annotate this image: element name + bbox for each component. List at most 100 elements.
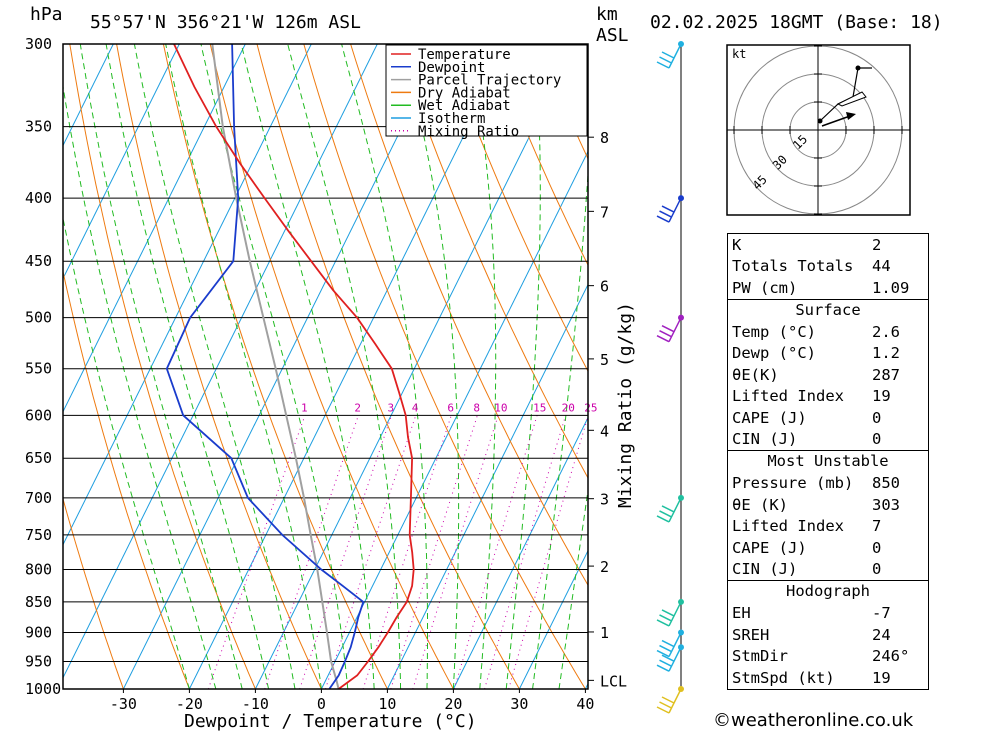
index-row: PW (cm) 1.09 <box>728 277 928 299</box>
mixing-ratio-label: 15 <box>533 401 546 414</box>
surface-row: Temp (°C) 2.6 <box>728 321 928 343</box>
hodograph-motion-arrowhead <box>846 112 856 120</box>
wind-profile <box>656 41 684 714</box>
wind-barb <box>656 43 682 69</box>
pressure-tick-label: 850 <box>25 593 52 611</box>
wind-level-dot <box>678 314 684 321</box>
dry-adiabat-line <box>116 44 322 689</box>
wet-adiabat-line <box>532 166 588 689</box>
height-tick-label: 6 <box>600 278 609 296</box>
surface-value: 2.6 <box>872 322 900 341</box>
most-unstable-key: CAPE (J) <box>732 538 807 557</box>
location-title: 55°57'N 356°21'W 126m ASL <box>90 12 361 33</box>
hodograph-index-value: 19 <box>872 668 891 687</box>
mixing-ratio-label: 8 <box>473 401 480 414</box>
wind-barb-flag <box>659 330 672 338</box>
wind-barb-staff <box>668 43 682 69</box>
legend-box <box>385 44 588 137</box>
pressure-tick-label: 750 <box>25 526 52 544</box>
isobars <box>63 43 588 690</box>
dry-adiabat-line <box>396 44 588 479</box>
wind-level-dot <box>678 629 684 636</box>
wind-barb-flag <box>659 659 672 667</box>
datetime-label: 02.02.2025 18GMT (Base: 18) <box>650 12 943 33</box>
height-tick-label: LCL <box>600 672 627 690</box>
wind-barb-flag <box>656 215 670 223</box>
isotherm-line <box>254 44 576 689</box>
hodograph-index-row: EH -7 <box>728 603 928 625</box>
height-ticks: 8 7 6 5 4 3 2 1 LCL <box>588 129 627 690</box>
dry-adiabat-line <box>490 44 588 267</box>
height-tick-label: 2 <box>600 558 609 576</box>
most-unstable-value: 7 <box>872 517 882 536</box>
most-unstable-key: Lifted Index <box>732 517 844 536</box>
pressure-tick-label: 900 <box>25 624 52 642</box>
surface-key: θE(K) <box>732 365 779 384</box>
wet-adiabat-line <box>468 44 497 689</box>
wind-barb-flag <box>661 639 675 648</box>
most-unstable-key: CIN (J) <box>732 560 798 579</box>
pressure-tick-label: 950 <box>25 653 52 671</box>
copyright-footer: ©weatheronline.co.uk <box>713 710 914 731</box>
most-unstable-value: 303 <box>872 495 900 514</box>
wind-barb-flag <box>656 515 670 523</box>
hodograph-point <box>855 65 861 71</box>
legend-label-dewpoint: Dewpoint <box>418 60 485 76</box>
wind-barb <box>656 317 682 343</box>
surface-row: Dewp (°C) 1.2 <box>728 343 928 365</box>
parcel-trajectory-line <box>211 44 340 689</box>
most-unstable-row: Lifted Index 7 <box>728 516 928 538</box>
wind-barb-flag <box>656 619 670 627</box>
mixing-ratio-label: 10 <box>494 401 507 414</box>
pressure-tick-label: 650 <box>25 449 52 467</box>
x-axis-title: Dewpoint / Temperature (°C) <box>184 711 477 732</box>
isotherm-line <box>320 150 588 689</box>
surface-section-title: Surface <box>728 298 928 322</box>
wind-barb-staff <box>668 317 682 343</box>
mixing-ratio-label: 20 <box>562 401 575 414</box>
pressure-tick-label: 800 <box>25 560 52 578</box>
most-unstable-key: Pressure (mb) <box>732 474 854 493</box>
height-tick-label: 1 <box>600 624 609 642</box>
isotherm-line <box>63 44 378 679</box>
wet-adiabat-line <box>165 44 322 689</box>
height-tick-label: 7 <box>600 203 609 221</box>
wet-adiabat-line <box>105 44 270 689</box>
wind-barb-flag <box>661 654 675 662</box>
pressure-tick-label: 350 <box>25 118 52 136</box>
isotherm-line <box>386 283 588 689</box>
wind-barb-flag <box>661 696 675 704</box>
wind-barb-flag <box>656 61 670 69</box>
mixing-ratio-axis-title: Mixing Ratio (g/kg) <box>615 302 636 508</box>
pressure-ticks: 300 350 400 450 500 550 600 650 700 750 800 850 900 9… <box>25 35 61 698</box>
isotherm-line <box>63 44 180 280</box>
wind-barb-flag <box>656 706 670 714</box>
wind-barb <box>656 688 682 714</box>
mixing-ratio-line <box>207 415 306 689</box>
hodograph-storm-arrow <box>836 91 867 107</box>
dewpoint-line <box>165 44 365 689</box>
wind-barb-flag <box>659 510 672 518</box>
height-tick-label: 8 <box>600 129 609 147</box>
pressure-tick-label: 700 <box>25 489 52 507</box>
index-value: 1.09 <box>872 278 910 297</box>
wind-barb-staff <box>668 646 682 672</box>
mixing-ratio-label: 3 <box>387 401 394 414</box>
wind-barb-flag <box>659 56 672 64</box>
wind-barb-flag <box>659 701 672 709</box>
profiles <box>165 44 415 689</box>
pressure-tick-label: 500 <box>25 309 52 327</box>
pressure-tick-label: 550 <box>25 360 52 378</box>
asl-unit-label: ASL <box>596 25 629 46</box>
most-unstable-row: θE (K) 303 <box>728 494 928 516</box>
pressure-tick-label: 400 <box>25 189 52 207</box>
legend-label-mixing-ratio: Mixing Ratio <box>418 124 519 140</box>
surface-row: CIN (J) 0 <box>728 429 928 451</box>
wind-barb <box>656 601 682 627</box>
hodograph-index-row: StmDir 246° <box>728 646 928 668</box>
temperature-tick-label: -10 <box>242 695 269 713</box>
hodograph-motion-line <box>821 115 851 127</box>
hodograph-index-key: SREH <box>732 625 770 644</box>
wind-barb <box>656 632 682 658</box>
